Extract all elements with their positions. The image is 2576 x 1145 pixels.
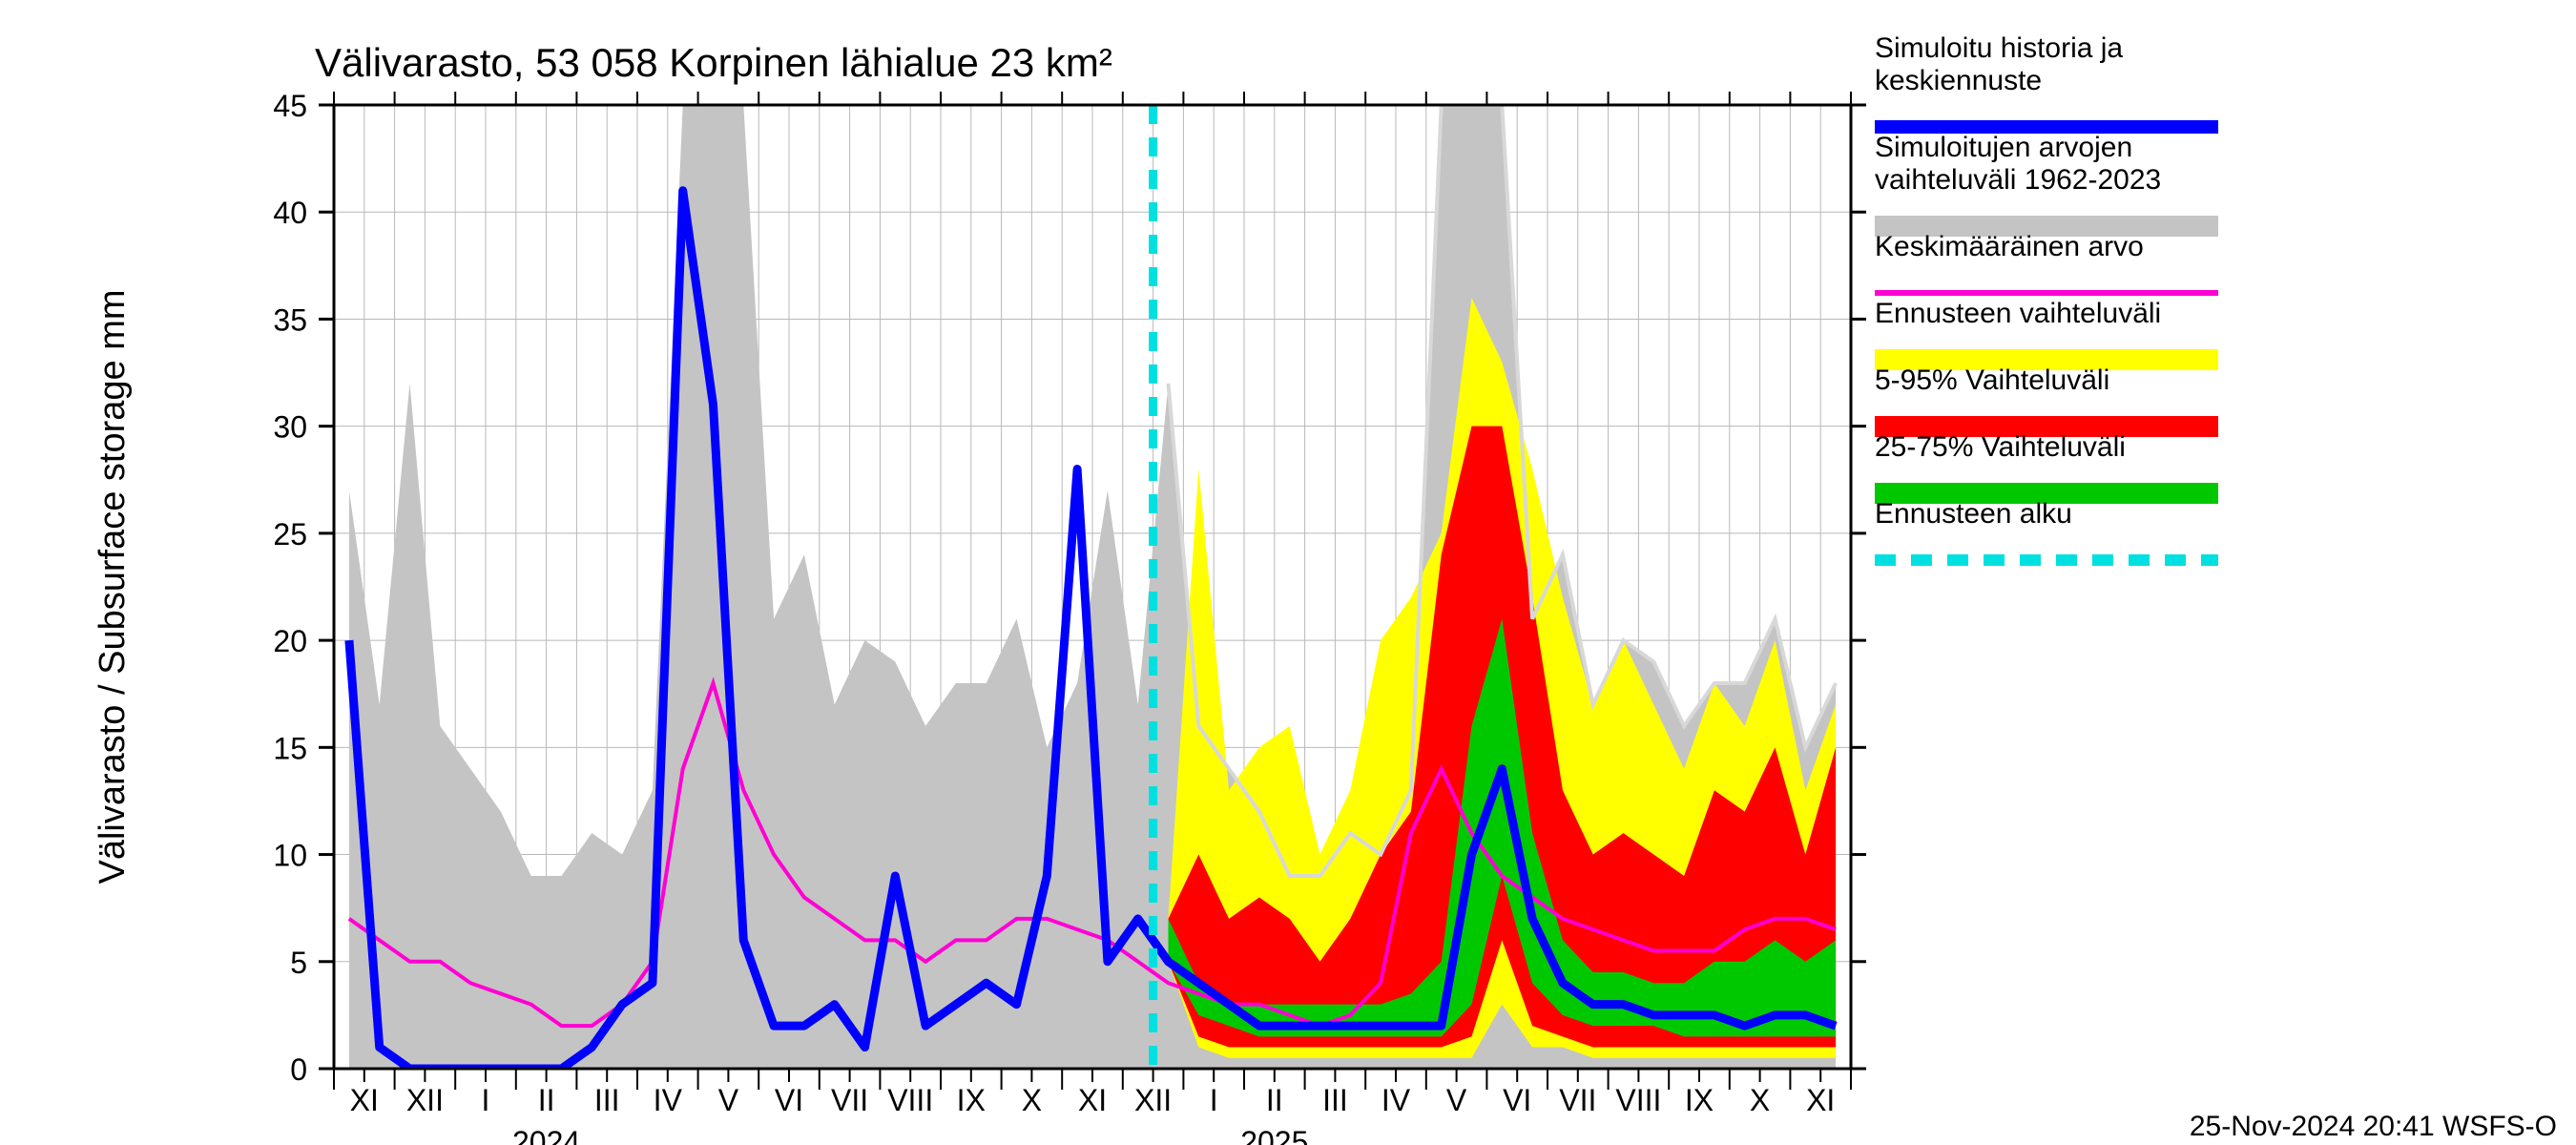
x-year-label: 2024 bbox=[512, 1125, 580, 1145]
x-month-label: XII bbox=[1134, 1083, 1172, 1117]
x-month-label: VIII bbox=[887, 1083, 933, 1117]
x-month-label: III bbox=[594, 1083, 620, 1117]
x-year-label: 2025 bbox=[1240, 1125, 1308, 1145]
chart-title: Välivarasto, 53 058 Korpinen lähialue 23… bbox=[315, 40, 1112, 85]
chart-footer: 25-Nov-2024 20:41 WSFS-O bbox=[2190, 1111, 2557, 1142]
x-month-label: XI bbox=[350, 1083, 379, 1117]
legend-label: Simuloitujen arvojen bbox=[1875, 132, 2132, 163]
x-month-label: X bbox=[1750, 1083, 1770, 1117]
chart-container: 051015202530354045XIXIIIIIIIIIVVVIVIIVII… bbox=[0, 0, 2576, 1145]
x-month-label: VII bbox=[831, 1083, 868, 1117]
chart-svg: 051015202530354045XIXIIIIIIIIIVVVIVIIVII… bbox=[0, 0, 2576, 1145]
y-tick-label: 10 bbox=[273, 839, 307, 873]
x-month-label: XI bbox=[1806, 1083, 1835, 1117]
y-tick-label: 15 bbox=[273, 731, 307, 765]
legend-label: keskiennuste bbox=[1875, 65, 2042, 96]
y-tick-label: 45 bbox=[273, 89, 307, 123]
legend-label: Simuloitu historia ja bbox=[1875, 32, 2123, 64]
legend-label: vaihteluväli 1962-2023 bbox=[1875, 164, 2161, 196]
x-month-label: XII bbox=[406, 1083, 444, 1117]
x-month-label: V bbox=[718, 1083, 739, 1117]
legend-label: Ennusteen vaihteluväli bbox=[1875, 298, 2161, 329]
y-tick-label: 30 bbox=[273, 410, 307, 445]
x-month-label: VIII bbox=[1615, 1083, 1661, 1117]
x-month-label: VII bbox=[1559, 1083, 1596, 1117]
x-month-label: IV bbox=[654, 1083, 683, 1117]
y-tick-label: 0 bbox=[290, 1052, 307, 1087]
x-month-label: IX bbox=[957, 1083, 986, 1117]
x-month-label: V bbox=[1446, 1083, 1467, 1117]
y-tick-label: 25 bbox=[273, 517, 307, 552]
x-month-label: IV bbox=[1381, 1083, 1411, 1117]
legend-label: Ennusteen alku bbox=[1875, 498, 2072, 530]
y-tick-label: 35 bbox=[273, 302, 307, 337]
y-axis-label: Välivarasto / Subsurface storage mm bbox=[93, 289, 133, 884]
x-month-label: XI bbox=[1078, 1083, 1107, 1117]
x-month-label: II bbox=[538, 1083, 555, 1117]
legend-label: 5-95% Vaihteluväli bbox=[1875, 364, 2109, 396]
x-month-label: II bbox=[1266, 1083, 1283, 1117]
x-month-label: X bbox=[1022, 1083, 1042, 1117]
x-month-label: I bbox=[482, 1083, 490, 1117]
x-month-label: I bbox=[1210, 1083, 1218, 1117]
y-tick-label: 20 bbox=[273, 624, 307, 658]
x-month-label: VI bbox=[775, 1083, 803, 1117]
x-month-label: VI bbox=[1503, 1083, 1531, 1117]
x-month-label: III bbox=[1322, 1083, 1348, 1117]
x-month-label: IX bbox=[1685, 1083, 1714, 1117]
y-tick-label: 40 bbox=[273, 196, 307, 230]
legend-label: Keskimääräinen arvo bbox=[1875, 231, 2144, 262]
legend-label: 25-75% Vaihteluväli bbox=[1875, 431, 2126, 463]
y-tick-label: 5 bbox=[290, 946, 307, 980]
